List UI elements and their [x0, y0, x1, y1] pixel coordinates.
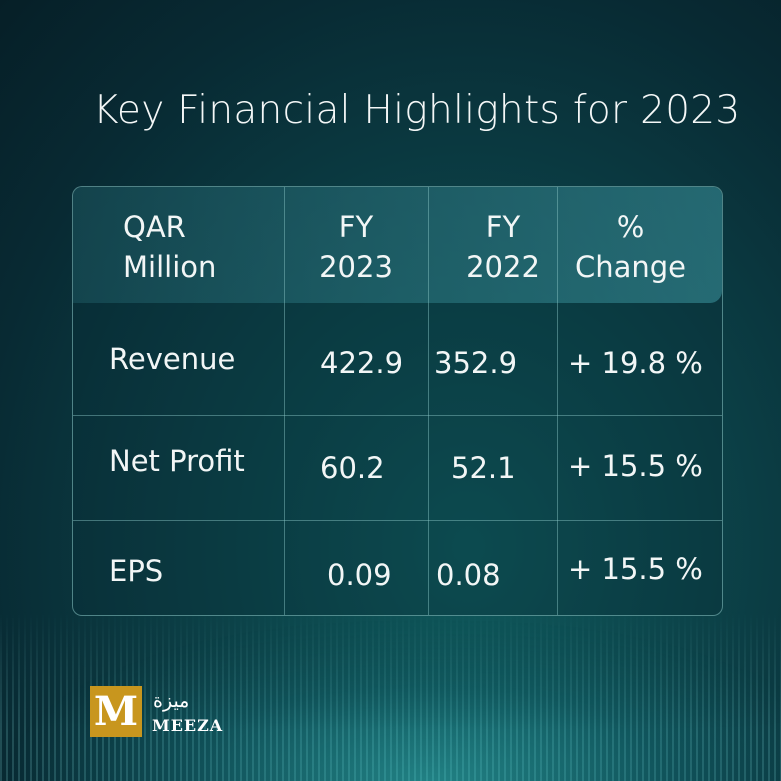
header-change-line: Change: [574, 250, 687, 284]
logo-arabic-text: ميزة: [153, 690, 190, 712]
row-label: EPS: [109, 554, 164, 588]
fy2023-value: 422.9: [320, 346, 404, 380]
change-value: + 19.8 %: [568, 346, 703, 380]
fy2022-value: 0.08: [436, 558, 501, 592]
row-label: Net Profit: [109, 444, 245, 478]
column-divider: [428, 187, 429, 615]
header-change-line: %: [616, 210, 645, 244]
column-divider: [557, 187, 558, 615]
header-fy2023: FY 2023: [284, 207, 428, 287]
fy2022-value: 52.1: [451, 451, 516, 485]
column-divider: [284, 187, 285, 615]
page-title: Key Financial Highlights for 2023: [93, 88, 741, 133]
fy2023-value: 0.09: [327, 558, 392, 592]
fy2023-value: 60.2: [320, 451, 385, 485]
header-unit: QAR Million: [123, 207, 216, 287]
table-header: [73, 187, 722, 303]
meeza-logo-mark: M: [90, 686, 142, 737]
header-fy2023-line: 2023: [319, 250, 393, 284]
header-fy2023-line: FY: [338, 210, 374, 244]
row-divider: [73, 415, 722, 416]
change-value: + 15.5 %: [568, 449, 703, 483]
header-fy2022: FY 2022: [438, 207, 568, 287]
header-unit-line: Million: [123, 250, 217, 284]
header-fy2022-line: 2022: [466, 250, 540, 284]
row-divider: [73, 520, 722, 521]
header-change: % Change: [557, 207, 704, 287]
row-label: Revenue: [109, 342, 236, 376]
change-value: + 15.5 %: [568, 552, 703, 586]
header-fy2022-line: FY: [485, 210, 521, 244]
header-unit-line: QAR: [123, 210, 186, 244]
financial-table: QAR Million FY 2023 FY 2022 % Change Revenue…: [72, 186, 723, 616]
logo-name: MEEZA: [152, 716, 224, 735]
fy2022-value: 352.9: [434, 346, 518, 380]
